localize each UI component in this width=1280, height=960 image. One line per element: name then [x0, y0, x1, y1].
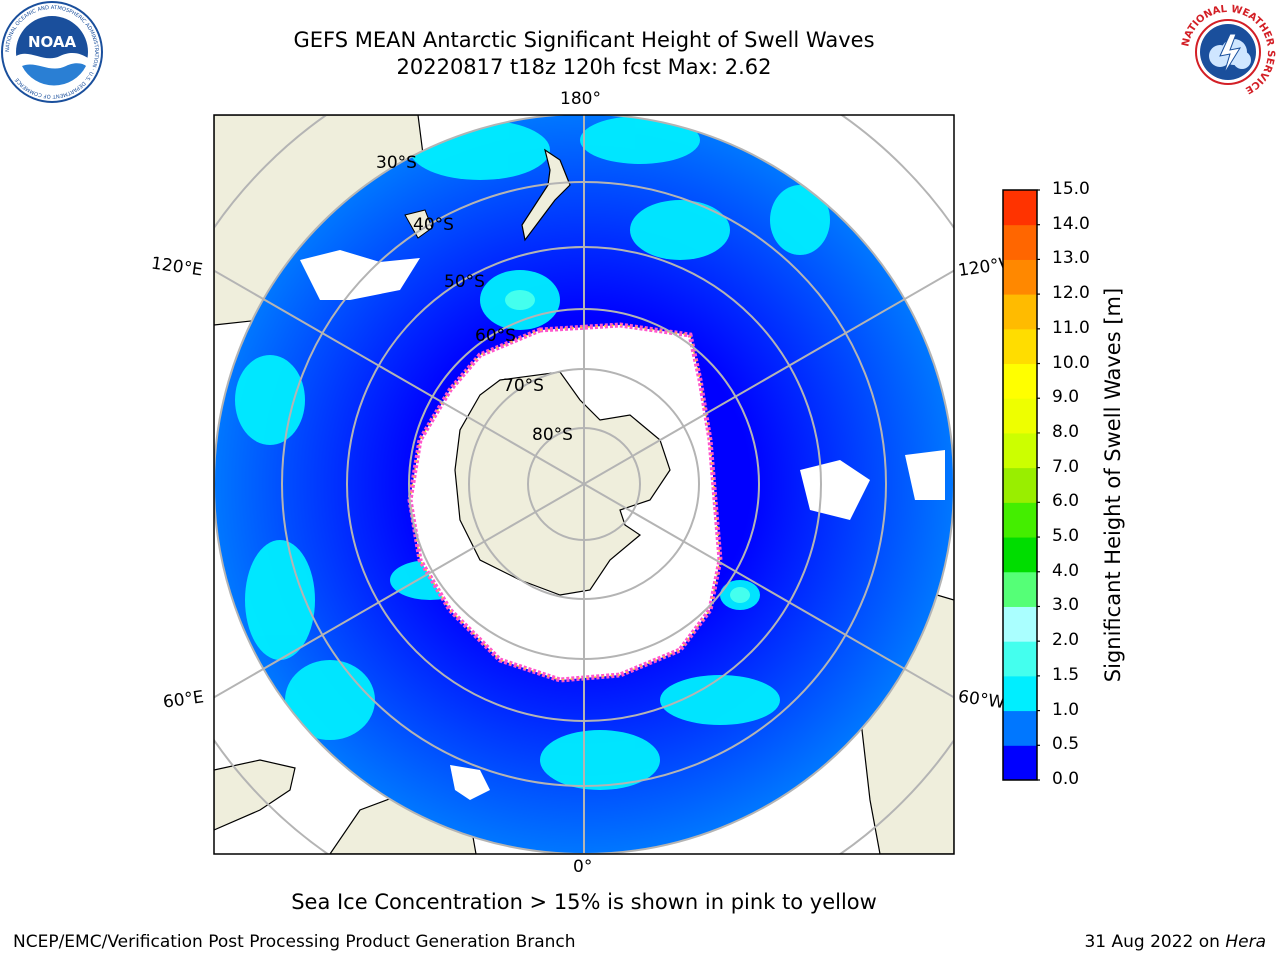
colorbar-tick-label: 0.0 [1052, 769, 1080, 789]
noaa-logo-icon: NOAA NATIONAL OCEANIC AND ATMOSPHERIC AD… [1, 1, 103, 103]
lat-label-50: 50°S [444, 272, 485, 292]
colorbar-segment [1003, 502, 1037, 538]
colorbar-tick-label: 7.0 [1052, 456, 1080, 477]
colorbar-segment [1003, 537, 1037, 573]
colorbar-tick-label: 3.0 [1052, 595, 1080, 616]
colorbar-tick-label: 8.0 [1052, 421, 1080, 442]
colorbar-tick-label: 15.0 [1052, 179, 1090, 199]
meridians [214, 115, 954, 854]
colorbar-segment [1003, 259, 1037, 295]
colorbar-tick-label: 2.0 [1052, 630, 1080, 651]
sea-ice-note: Sea Ice Concentration > 15% is shown in … [291, 890, 877, 914]
colorbar-tick-label: 11.0 [1052, 317, 1090, 338]
swell-light-patches [505, 290, 750, 603]
colorbar-label: Significant Height of Swell Waves [m] [1101, 287, 1125, 683]
colorbar-segment [1003, 294, 1037, 330]
colorbar-segment [1003, 467, 1037, 503]
colorbar-tick-label: 12.0 [1052, 283, 1090, 304]
nws-logo-icon: NATIONAL WEATHER SERVICE [1178, 2, 1278, 102]
colorbar-tick-label: 0.5 [1052, 734, 1080, 755]
date-text: 31 Aug 2022 on [1084, 932, 1220, 952]
credit-line: NCEP/EMC/Verification Post Processing Pr… [13, 932, 576, 952]
colorbar-tick-label: 9.0 [1052, 387, 1080, 408]
colorbar-tick-label: 6.0 [1052, 491, 1080, 512]
colorbar-segment [1003, 745, 1037, 781]
colorbar-segment [1003, 675, 1037, 712]
colorbar-tick-label: 13.0 [1052, 248, 1090, 269]
lon-label-180: 180° [560, 89, 601, 109]
colorbar-segment [1003, 606, 1037, 642]
colorbar-frame [1002, 189, 1038, 781]
colorbar-segment [1003, 224, 1037, 260]
lat-label-60: 60°S [475, 326, 516, 346]
map-frame [213, 114, 955, 855]
no-data-patches [300, 250, 945, 800]
date-stamp: 31 Aug 2022 on Hera [1084, 932, 1266, 952]
lon-label-0: 0° [573, 857, 593, 877]
colorbar-tick-label: 14.0 [1052, 213, 1090, 234]
new-zealand-land [521, 148, 571, 242]
map-subtitle: 20220817 t18z 120h fcst Max: 2.62 [396, 55, 772, 79]
swell-cyan-patches [235, 116, 830, 790]
noaa-logo-text: NOAA [28, 33, 77, 51]
colorbar-segment [1003, 432, 1037, 469]
colorbar-segment [1003, 363, 1037, 399]
lat-label-80: 80°S [532, 425, 573, 445]
colorbar-tick-label: 1.5 [1052, 664, 1080, 685]
antarctica-land [454, 371, 671, 596]
latitude-labels: 30°S 40°S 50°S 60°S 70°S 80°S [376, 153, 573, 445]
tasmania-land [404, 209, 433, 239]
colorbar-tick-label: 1.0 [1052, 699, 1080, 720]
colorbar-segment [1003, 398, 1037, 434]
colorbar-tick-label: 10.0 [1052, 352, 1090, 373]
colorbar-segment [1003, 641, 1037, 677]
colorbar-segment [1003, 328, 1037, 365]
lat-label-70: 70°S [503, 376, 544, 396]
colorbar-segment [1003, 190, 1037, 226]
lat-label-30: 30°S [376, 153, 417, 173]
colorbar [1002, 189, 1040, 781]
lat-label-40: 40°S [413, 215, 454, 235]
host-name: Hera [1225, 932, 1266, 952]
madagascar-land [214, 759, 296, 831]
map-area [214, 115, 954, 854]
colorbar-segment [1003, 571, 1037, 607]
colorbar-segment [1003, 710, 1037, 746]
colorbar-tick-label: 5.0 [1052, 526, 1080, 547]
map-title: GEFS MEAN Antarctic Significant Height o… [293, 28, 875, 52]
colorbar-tick-label: 4.0 [1052, 560, 1080, 581]
